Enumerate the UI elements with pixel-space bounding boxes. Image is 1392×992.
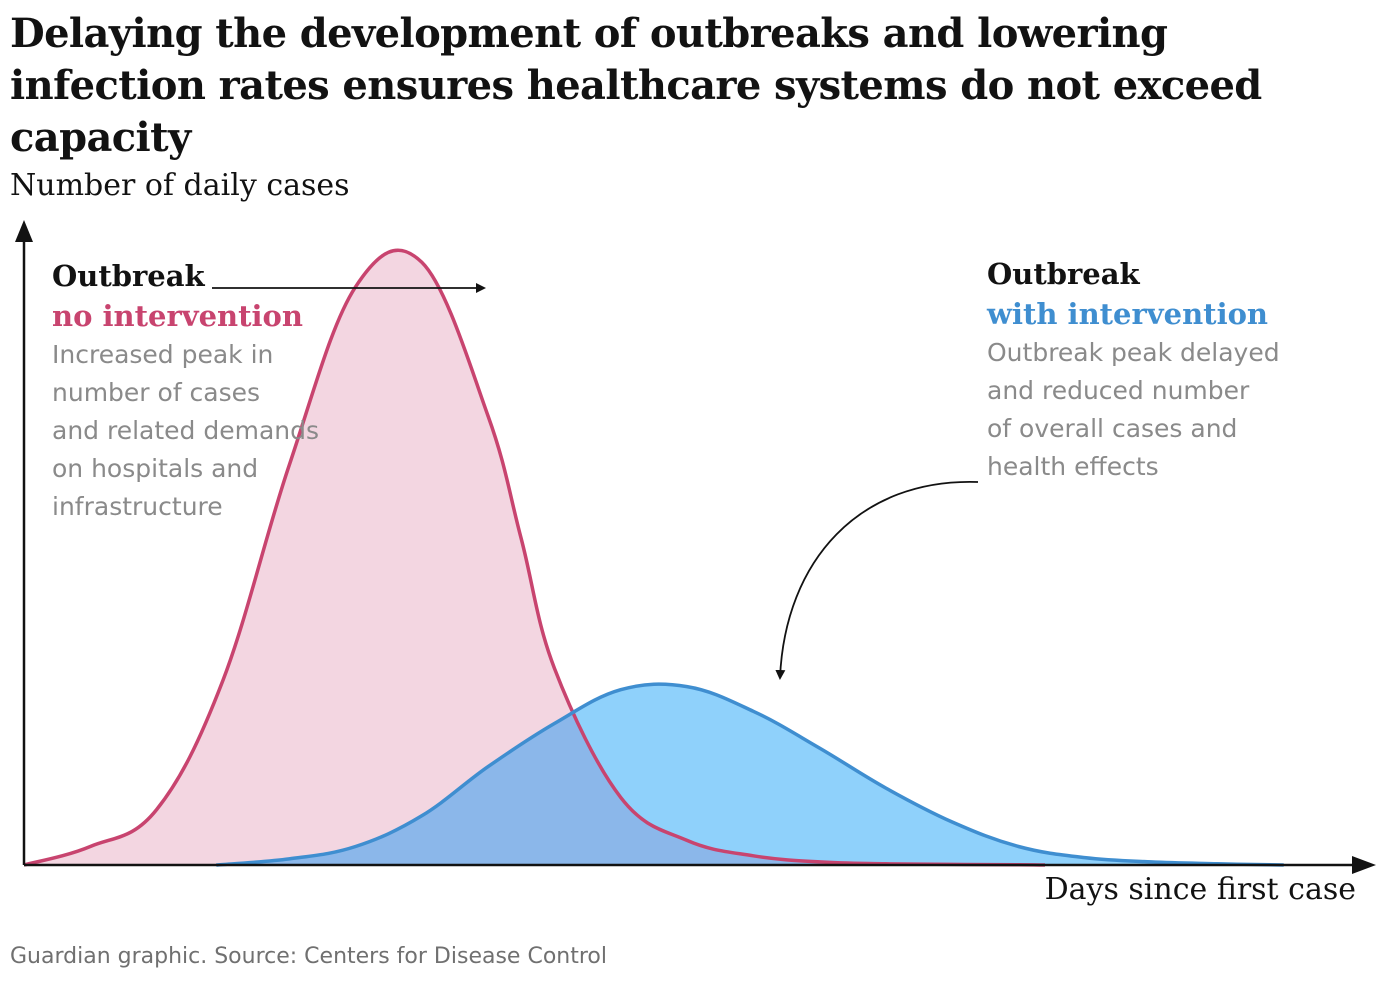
annotation-no-intervention: Outbreak no intervention Increased peak … (52, 256, 412, 526)
right-annotation-arrow (775, 481, 979, 680)
no-intervention-area (24, 250, 1045, 866)
annotation-right-description: Outbreak peak delayed and reduced number… (987, 338, 1280, 481)
chart-title: Delaying the development of outbreaks an… (10, 10, 1262, 161)
annotation-left-description: Increased peak in number of cases and re… (52, 340, 320, 521)
x-axis-arrow-icon (1352, 856, 1376, 874)
y-axis-label: Number of daily cases (10, 168, 350, 203)
no-intervention-line (23, 248, 1046, 867)
with-intervention-line (216, 682, 1284, 867)
y-axis-arrow-icon (15, 220, 33, 242)
annotation-left-series-name: no intervention (52, 299, 303, 333)
annotation-right-series-name: with intervention (987, 297, 1269, 331)
annotation-with-intervention: Outbreak with intervention Outbreak peak… (987, 254, 1347, 486)
annotation-right-heading: Outbreak (987, 257, 1140, 291)
source-credit: Guardian graphic. Source: Centers for Di… (10, 944, 607, 969)
annotation-left-heading: Outbreak (52, 259, 205, 293)
x-axis-label: Days since first case (1044, 872, 1356, 907)
